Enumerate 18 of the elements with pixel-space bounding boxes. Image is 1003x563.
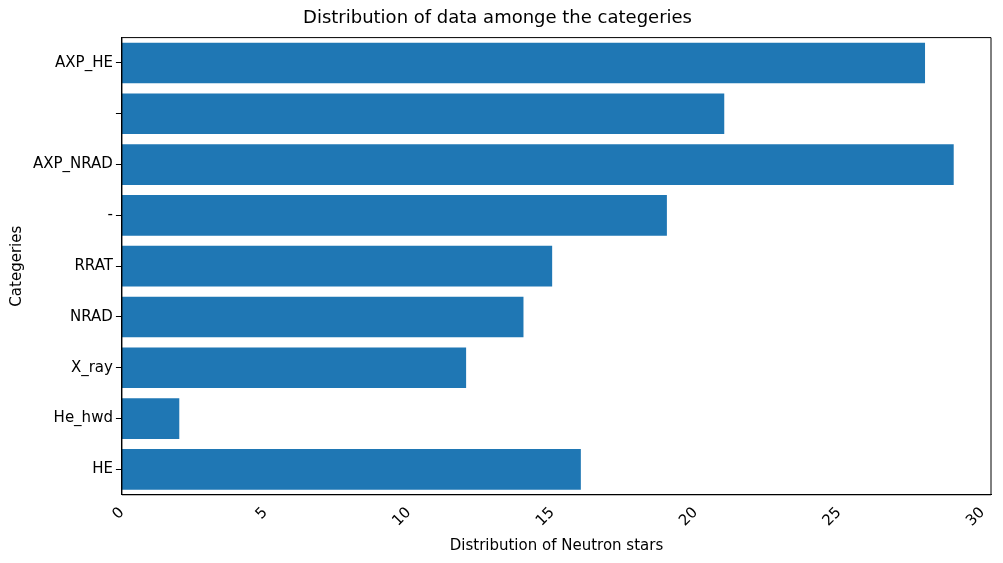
x-tick-label: 30 — [961, 502, 988, 530]
y-tick-label: RRAT — [74, 256, 114, 275]
x-tick-label: 10 — [388, 502, 415, 530]
y-tick-label: - — [107, 205, 113, 224]
chart-title: Distribution of data amonge the categeries — [303, 6, 692, 28]
x-axis-title: Distribution of Neutron stars — [449, 535, 664, 554]
x-tick-label: 20 — [674, 502, 702, 530]
y-tick-label: AXP_HE — [55, 52, 113, 72]
y-axis-title: Categeries — [6, 225, 25, 307]
x-tick-label: 25 — [818, 502, 845, 530]
y-tick-label: X_ray — [70, 357, 114, 377]
x-tick-label: 0 — [108, 502, 128, 523]
y-tick-label: HE — [92, 459, 113, 478]
y-tick-label: He_hwd — [53, 408, 113, 428]
y-tick-label: NRAD — [70, 306, 113, 325]
x-tick-label: 5 — [251, 502, 271, 523]
y-tick-label: AXP_NRAD — [32, 154, 113, 174]
x-tick-label: 15 — [531, 502, 558, 530]
